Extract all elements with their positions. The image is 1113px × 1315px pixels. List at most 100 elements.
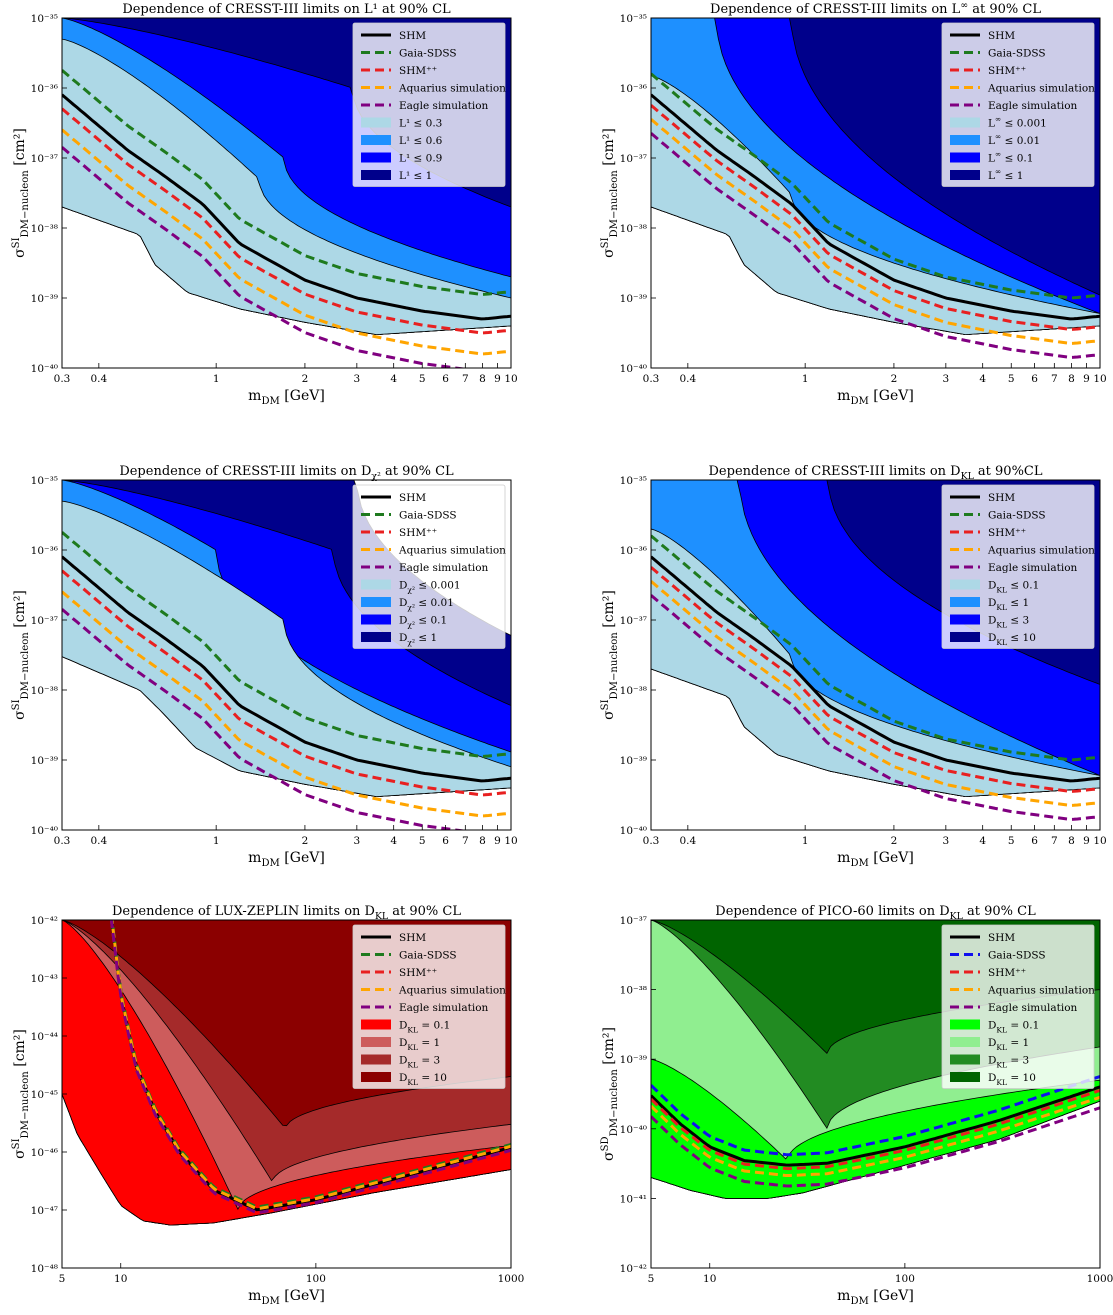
legend-label: DKL ≤ 3 <box>988 615 1029 630</box>
x-tick-label: 0.3 <box>54 373 71 385</box>
x-tick-label: 6 <box>442 835 449 847</box>
x-tick-label: 3 <box>353 373 360 385</box>
legend-region-swatch <box>361 579 391 590</box>
legend-region-swatch <box>950 170 980 180</box>
legend-label: L¹ ≤ 0.6 <box>399 135 443 147</box>
y-tick-label: 10⁻³⁷ <box>31 615 58 627</box>
legend-label: Gaia-SDSS <box>399 950 457 962</box>
x-tick-label: 0.3 <box>643 835 660 847</box>
chart-title: Dependence of CRESST-III limits on Dχ² a… <box>119 464 454 482</box>
x-tick-label: 4 <box>979 835 986 847</box>
legend-region-swatch <box>950 632 980 642</box>
x-tick-label: 7 <box>1051 373 1058 385</box>
legend-label: Eagle simulation <box>399 562 489 574</box>
legend-region-swatch <box>361 632 391 642</box>
exclusion-region <box>62 38 511 336</box>
y-tick-label: 10⁻⁴⁰ <box>620 825 647 837</box>
plot-frame <box>650 919 1101 1269</box>
chart-title: Dependence of CRESST-III limits on DKL a… <box>709 464 1043 482</box>
legend-region-swatch <box>950 579 980 590</box>
series-line <box>651 72 1100 300</box>
legend-label: SHM⁺⁺ <box>988 65 1026 77</box>
chart-title: Dependence of LUX-ZEPLIN limits on DKL a… <box>112 904 461 922</box>
x-tick-label: 1 <box>802 835 809 847</box>
series-line <box>651 555 1100 783</box>
legend-label: Aquarius simulation <box>398 83 506 95</box>
legend-label: DKL = 3 <box>399 1055 440 1070</box>
series-line <box>651 566 1100 793</box>
y-tick-label: 10⁻⁴⁰ <box>620 363 647 375</box>
y-tick-label: 10⁻³⁸ <box>620 985 647 997</box>
y-tick-label: 10⁻³⁸ <box>620 223 647 235</box>
x-tick-label: 2 <box>302 373 309 385</box>
legend-label: Eagle simulation <box>399 1002 489 1014</box>
x-tick-label: 4 <box>390 835 397 847</box>
x-tick-label: 2 <box>891 373 898 385</box>
x-tick-label: 8 <box>479 373 486 385</box>
x-axis-label: mDM [GeV] <box>837 388 914 407</box>
chart-panel-6: 5 10 100 1000 10⁻⁴² 10⁻⁴¹ 10⁻⁴⁰ 10⁻³⁹ 10⁻³⁸ 10⁻³⁷… <box>600 904 1113 1307</box>
legend-region-swatch <box>950 117 980 128</box>
legend-label: Gaia-SDSS <box>399 510 457 522</box>
legend-label: DKL ≤ 10 <box>988 632 1036 647</box>
series-line <box>651 93 1100 321</box>
series-line <box>62 531 511 758</box>
legend-label: Dχ² ≤ 0.01 <box>399 597 454 612</box>
legend-label: Aquarius simulation <box>398 545 506 557</box>
x-tick-label: 7 <box>1051 835 1058 847</box>
x-tick-label: 0.3 <box>54 835 71 847</box>
x-tick-label: 0.4 <box>679 373 696 385</box>
y-tick-label: 10⁻³⁹ <box>31 755 58 767</box>
legend-label: Gaia-SDSS <box>399 48 457 60</box>
x-tick-label: 7 <box>462 835 469 847</box>
legend-label: Aquarius simulation <box>987 985 1095 997</box>
y-axis-label: σSDDM−nucleon [cm²] <box>600 1027 620 1161</box>
legend-label: DKL ≤ 1 <box>988 597 1029 612</box>
legend-label: SHM <box>988 492 1015 504</box>
y-tick-label: 10⁻³⁹ <box>620 1054 647 1066</box>
legend-region-swatch <box>361 117 391 128</box>
legend-label: L∞ ≤ 0.1 <box>988 150 1033 165</box>
y-tick-label: 10⁻⁴⁰ <box>31 825 58 837</box>
x-tick-label: 10 <box>504 373 517 385</box>
legend-label: SHM⁺⁺ <box>399 967 437 979</box>
y-tick-label: 10⁻³⁷ <box>620 615 647 627</box>
legend-label: L¹ ≤ 0.3 <box>399 118 442 130</box>
y-tick-label: 10⁻⁴⁰ <box>31 363 58 375</box>
x-tick-label: 2 <box>302 835 309 847</box>
legend-label: SHM <box>399 932 426 944</box>
y-tick-label: 10⁻³⁵ <box>620 13 647 25</box>
x-tick-label: 1 <box>213 835 220 847</box>
x-tick-label: 1 <box>802 373 809 385</box>
legend-label: L∞ ≤ 0.01 <box>988 132 1040 147</box>
x-tick-label: 100 <box>895 1273 915 1285</box>
legend-label: Aquarius simulation <box>987 545 1095 557</box>
exclusion-region <box>62 500 511 798</box>
legend-label: Gaia-SDSS <box>988 510 1046 522</box>
legend-region-swatch <box>361 1037 391 1047</box>
legend-region-swatch <box>950 1072 980 1082</box>
legend: SHM Gaia-SDSS SHM⁺⁺ Aquarius simulation Eagl… <box>352 924 506 1089</box>
series-line <box>62 146 511 368</box>
x-tick-label: 4 <box>390 373 397 385</box>
y-tick-label: 10⁻⁴² <box>620 1263 647 1275</box>
legend-label: DKL = 1 <box>399 1037 440 1052</box>
series-line <box>651 580 1100 807</box>
x-tick-label: 5 <box>1008 373 1015 385</box>
legend-region-swatch <box>950 1019 980 1030</box>
y-tick-label: 10⁻⁴⁰ <box>620 1124 647 1136</box>
legend: SHM Gaia-SDSS SHM⁺⁺ Aquarius simulation Eagl… <box>352 22 506 187</box>
series-line <box>62 93 511 321</box>
y-tick-label: 10⁻³⁹ <box>620 293 647 305</box>
y-tick-label: 10⁻⁴⁴ <box>31 1031 58 1043</box>
legend: SHM Gaia-SDSS SHM⁺⁺ Aquarius simulation Eagl… <box>941 22 1095 187</box>
x-tick-label: 5 <box>1008 835 1015 847</box>
legend-label: DKL = 1 <box>988 1037 1029 1052</box>
y-tick-label: 10⁻⁴⁸ <box>31 1263 58 1275</box>
x-tick-label: 5 <box>59 1273 66 1285</box>
legend-label: DKL ≤ 0.1 <box>988 580 1039 595</box>
x-axis-label: mDM [GeV] <box>837 850 914 869</box>
y-tick-label: 10⁻⁴⁶ <box>31 1147 58 1159</box>
plot-frame <box>61 17 512 369</box>
